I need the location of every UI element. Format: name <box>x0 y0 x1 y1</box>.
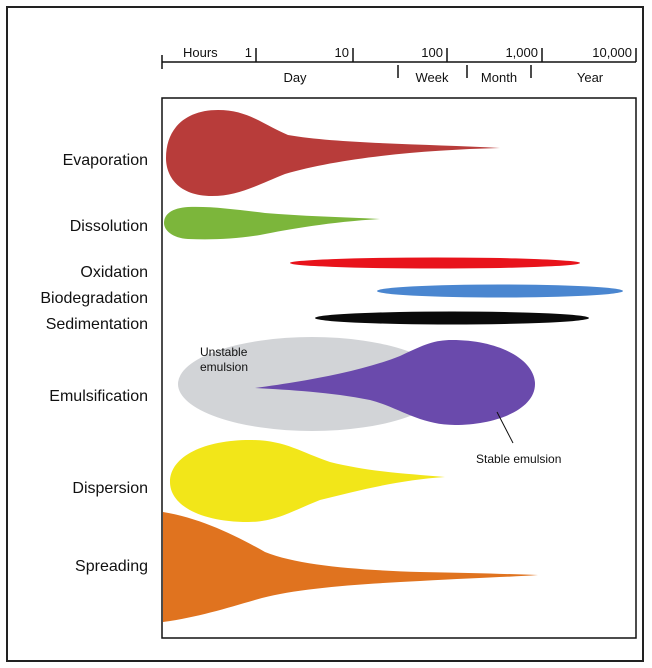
stable-emulsion-shape <box>255 340 535 425</box>
spreading-shape <box>163 512 538 622</box>
label-spreading: Spreading <box>75 558 148 575</box>
time-scale: Hours 1 10 100 1,000 10,000 Day Week Mon… <box>161 45 637 85</box>
dissolution-shape <box>164 206 380 240</box>
scale-label-year: Year <box>577 70 604 85</box>
scale-label-100: 100 <box>421 45 443 60</box>
biodegradation-shape <box>377 284 623 298</box>
scale-label-week: Week <box>416 70 449 85</box>
stable-emulsion-label: Stable emulsion <box>476 452 561 466</box>
sedimentation-shape <box>315 311 589 325</box>
label-emulsification: Emulsification <box>49 388 148 405</box>
stable-emulsion-pointer <box>496 411 514 444</box>
label-evaporation: Evaporation <box>63 152 148 169</box>
unstable-emulsion-label-line2: emulsion <box>200 360 248 374</box>
oxidation-shape <box>290 257 580 269</box>
label-dissolution: Dissolution <box>70 218 148 235</box>
unstable-emulsion-label-line1: Unstable <box>200 345 248 359</box>
dispersion-shape <box>170 440 445 522</box>
scale-label-month: Month <box>481 70 517 85</box>
label-biodegradation: Biodegradation <box>40 290 148 307</box>
scale-label-10: 10 <box>335 45 349 60</box>
scale-label-1000: 1,000 <box>505 45 538 60</box>
scale-label-day: Day <box>283 70 307 85</box>
scale-label-hours: Hours <box>183 45 218 60</box>
scale-label-1: 1 <box>245 45 252 60</box>
evaporation-shape <box>166 110 500 196</box>
label-oxidation: Oxidation <box>80 264 148 281</box>
label-sedimentation: Sedimentation <box>46 316 148 333</box>
scale-label-10000: 10,000 <box>592 45 632 60</box>
label-dispersion: Dispersion <box>72 480 148 497</box>
